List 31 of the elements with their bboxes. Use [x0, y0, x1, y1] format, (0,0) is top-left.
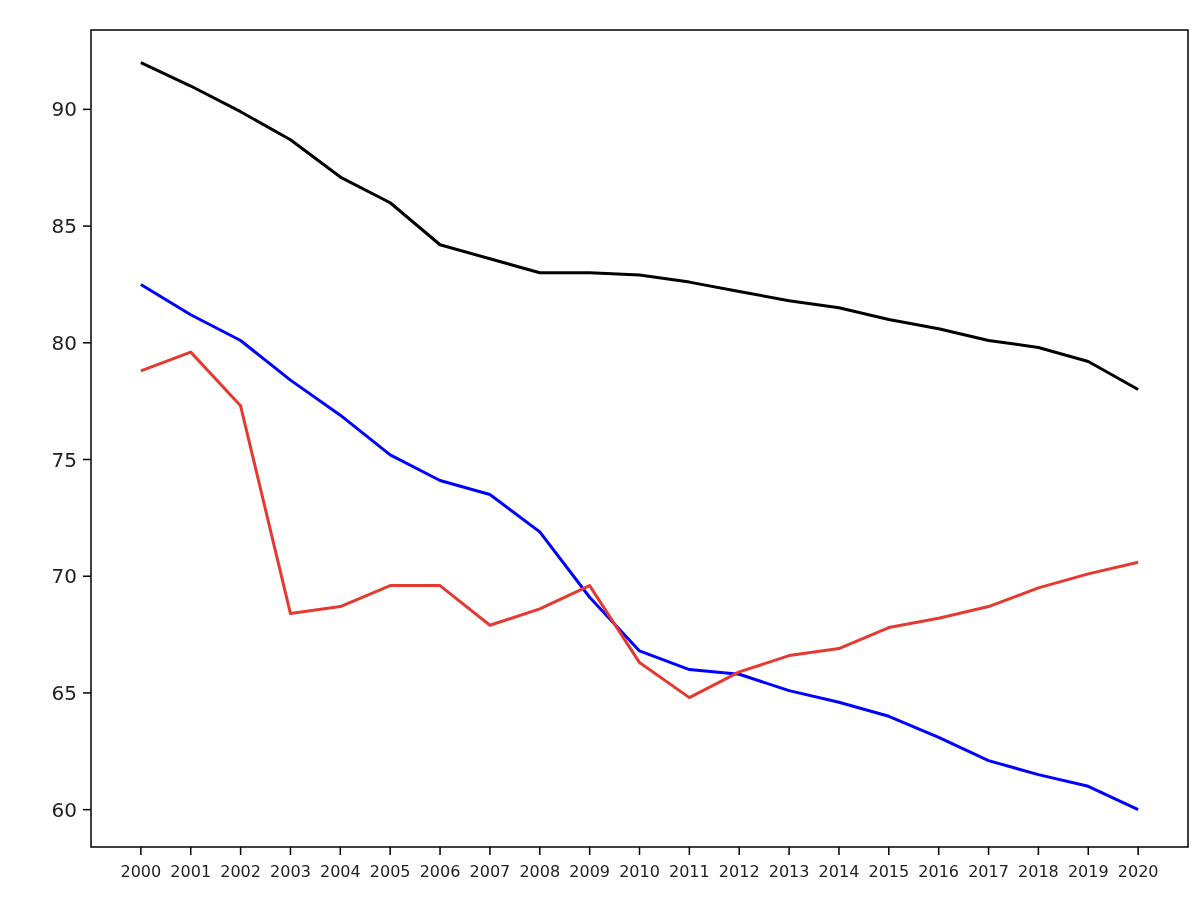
x-tick-label: 2018: [1018, 862, 1059, 881]
x-tick-label: 2007: [469, 862, 511, 881]
x-tick-label: 2019: [1067, 862, 1109, 881]
y-tick-label: 75: [51, 447, 77, 472]
y-tick-label: 65: [51, 680, 77, 705]
line-series: [139, 350, 1140, 700]
y-tick-label: 85: [51, 214, 77, 239]
line-series: [139, 61, 1140, 391]
x-tick-label: 2003: [270, 862, 311, 881]
x-tick-label: 2014: [818, 862, 860, 881]
x-tick-label: 2009: [569, 862, 610, 881]
x-tick-label: 2006: [419, 862, 461, 881]
y-tick-label: 80: [51, 330, 77, 355]
x-tick-label: 2015: [868, 862, 910, 881]
x-tick-label: 2004: [319, 862, 361, 881]
x-tick-label: 2012: [718, 862, 760, 881]
x-tick-label: 2002: [220, 862, 261, 881]
y-tick-label: 90: [51, 97, 77, 122]
y-tick-label: 60: [51, 797, 77, 822]
x-tick-label: 2016: [918, 862, 960, 881]
x-tick-label: 2010: [619, 862, 660, 881]
x-tick-label: 2011: [669, 862, 710, 881]
x-tick-label: 2020: [1117, 862, 1159, 881]
x-tick-label: 2001: [170, 862, 212, 881]
x-tick-label: 2017: [968, 862, 1009, 881]
x-tick-label: 2008: [519, 862, 561, 881]
x-tick-label: 2000: [120, 862, 162, 881]
y-tick-label: 70: [51, 564, 77, 589]
x-tick-label: 2005: [369, 862, 411, 881]
x-tick-label: 2013: [768, 862, 810, 881]
line-series: [139, 282, 1140, 812]
